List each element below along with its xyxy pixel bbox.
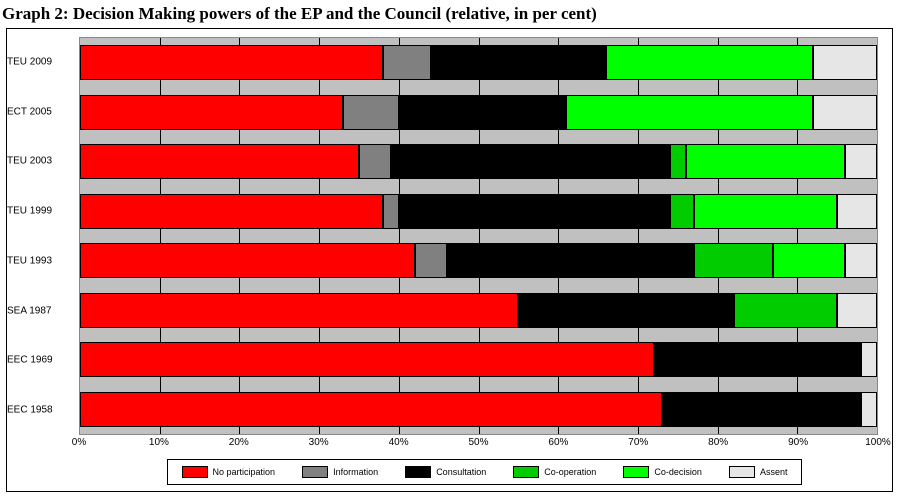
bar-row <box>80 342 877 377</box>
bar-row <box>80 293 877 328</box>
y-tick-label: EEC 1969 <box>7 355 71 366</box>
bar-segment <box>383 194 399 229</box>
x-tick-label: 30% <box>309 437 329 448</box>
chart-box: TEU 2009 ECT 2005 TEU 2003 TEU 1999 TEU 1993… <box>6 28 893 492</box>
y-tick-label: SEA 1987 <box>7 305 71 316</box>
bar-segment <box>861 392 877 427</box>
bar-segment <box>80 194 383 229</box>
y-tick-label: TEU 2003 <box>7 156 71 167</box>
bar-segment <box>694 243 774 278</box>
bar-segment <box>80 45 383 80</box>
bar-segment <box>399 194 670 229</box>
legend-item: Consultation <box>405 466 486 478</box>
legend-label: Consultation <box>436 467 486 477</box>
legend-swatch <box>302 466 328 478</box>
legend-item: Co-operation <box>513 466 596 478</box>
x-tick-label: 80% <box>708 437 728 448</box>
y-tick-label: TEU 1999 <box>7 206 71 217</box>
bar-segment <box>399 95 566 130</box>
bar-segment <box>845 243 877 278</box>
bar-segment <box>80 243 415 278</box>
bar-segment <box>80 293 518 328</box>
bar-segment <box>694 194 837 229</box>
bar-segment <box>670 194 694 229</box>
bar-segment <box>686 144 845 179</box>
bar-segment <box>606 45 813 80</box>
bar-segment <box>383 45 431 80</box>
bar-segment <box>670 144 686 179</box>
bar-segment <box>447 243 694 278</box>
legend-label: Co-operation <box>544 467 596 477</box>
legend-swatch <box>623 466 649 478</box>
x-tick-label: 100% <box>865 437 891 448</box>
bar-segment <box>861 342 877 377</box>
bar-segment <box>80 342 654 377</box>
bar-row <box>80 243 877 278</box>
bar-segment <box>845 144 877 179</box>
bar-segment <box>813 45 877 80</box>
legend-item: Information <box>302 466 378 478</box>
bar-segment <box>415 243 447 278</box>
bar-segment <box>431 45 606 80</box>
bar-row <box>80 45 877 80</box>
bar-segment <box>837 293 877 328</box>
bar-segment <box>773 243 845 278</box>
legend-swatch <box>513 466 539 478</box>
bar-segment <box>837 194 877 229</box>
bar-segment <box>391 144 670 179</box>
legend-item: Co-decision <box>623 466 702 478</box>
bar-row <box>80 144 877 179</box>
legend-swatch <box>182 466 208 478</box>
plot-area <box>79 37 878 435</box>
bar-segment <box>566 95 813 130</box>
bar-segment <box>813 95 877 130</box>
legend-label: No participation <box>213 467 276 477</box>
legend-label: Information <box>333 467 378 477</box>
x-tick-label: 60% <box>548 437 568 448</box>
bar-segment <box>654 342 861 377</box>
bar-segment <box>80 95 343 130</box>
bar-row <box>80 392 877 427</box>
legend-item: Assent <box>729 466 788 478</box>
bar-segment <box>518 293 733 328</box>
x-tick-label: 50% <box>468 437 488 448</box>
bar-segment <box>359 144 391 179</box>
y-tick-label: ECT 2005 <box>7 106 71 117</box>
bar-row <box>80 194 877 229</box>
legend-item: No participation <box>182 466 276 478</box>
bar-segment <box>734 293 838 328</box>
x-tick-label: 0% <box>72 437 86 448</box>
y-tick-label: TEU 1993 <box>7 255 71 266</box>
bar-segment <box>343 95 399 130</box>
x-tick-label: 20% <box>229 437 249 448</box>
x-axis: 0%10%20%30%40%50%60%70%80%90%100% <box>79 435 878 455</box>
x-tick-label: 90% <box>788 437 808 448</box>
legend-swatch <box>405 466 431 478</box>
bar-segment <box>80 144 359 179</box>
legend-label: Co-decision <box>654 467 702 477</box>
y-axis: TEU 2009 ECT 2005 TEU 2003 TEU 1999 TEU 1993… <box>7 37 79 435</box>
bar-segment <box>662 392 861 427</box>
y-tick-label: EEC 1958 <box>7 405 71 416</box>
bar-segment <box>80 392 662 427</box>
chart-title: Graph 2: Decision Making powers of the E… <box>0 0 899 26</box>
x-tick-label: 40% <box>389 437 409 448</box>
legend-label: Assent <box>760 467 788 477</box>
x-tick-label: 70% <box>628 437 648 448</box>
legend-swatch <box>729 466 755 478</box>
legend: No participation Information Consultation C… <box>167 459 802 485</box>
y-tick-label: TEU 2009 <box>7 56 71 67</box>
x-tick-label: 10% <box>149 437 169 448</box>
bar-row <box>80 95 877 130</box>
chart-container: Graph 2: Decision Making powers of the E… <box>0 0 899 500</box>
